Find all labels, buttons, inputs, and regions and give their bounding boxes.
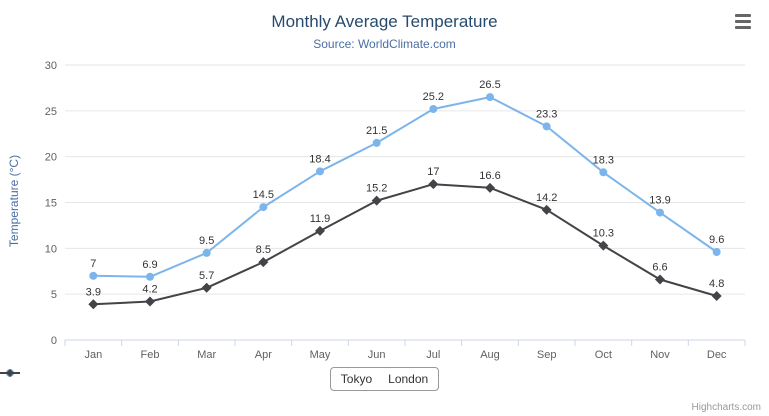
x-tick-label: Dec [707,349,727,361]
data-label: 9.5 [199,235,214,247]
data-label: 7 [90,258,96,270]
data-label: 9.6 [709,234,724,246]
data-label: 23.3 [536,108,557,120]
data-point-marker[interactable] [598,240,609,251]
x-tick-label: Mar [197,349,216,361]
x-tick-label: May [310,349,331,361]
data-label: 3.9 [86,286,101,298]
data-label: 17 [427,166,439,178]
series-line [93,96,718,278]
y-tick-label: 10 [45,243,57,255]
data-point-marker[interactable] [145,296,155,307]
data-point-marker[interactable] [485,182,495,193]
x-tick-label: Aug [480,349,500,361]
data-point-marker[interactable] [486,93,494,102]
data-point-marker[interactable] [655,274,665,285]
data-point-marker[interactable] [201,282,212,293]
data-label: 21.5 [366,125,387,137]
data-point-marker[interactable] [315,225,325,236]
y-tick-label: 25 [45,106,57,118]
x-tick-label: Jun [368,349,386,361]
hamburger-menu-icon[interactable] [731,10,757,32]
data-label: 5.7 [199,270,214,282]
series-london[interactable]: 3.9 4.2 5.7 8.5 11.9 15.2 17 16.6 14.2 10.3 6.6 4.8 [86,166,725,310]
chart-title: Monthly Average Temperature [271,12,498,31]
x-tick-label: Oct [595,349,612,361]
data-label: 4.2 [142,284,157,296]
chart-subtitle: Source: WorldClimate.com [313,37,456,51]
data-label: 18.3 [593,154,614,166]
series-tokyo[interactable]: 7 6.9 9.5 14.5 18.4 21.5 25.2 26.5 23.3 18.3 13.9 9… [89,79,724,281]
y-axis-labels: 0 5 10 15 20 25 30 [45,60,57,347]
data-point-marker[interactable] [372,138,381,147]
data-point-marker[interactable] [202,248,211,257]
diamond-marker-icon [0,369,20,377]
data-point-marker[interactable] [259,203,268,212]
series-line [93,183,717,306]
data-label: 4.8 [709,278,724,290]
legend-box: Tokyo London [0,367,440,391]
data-label: 14.2 [536,192,557,204]
data-point-marker[interactable] [258,257,269,268]
data-point-marker[interactable] [656,208,664,217]
legend-label: London [388,372,429,386]
menu-bar [735,19,751,23]
data-label: 13.9 [649,195,670,207]
data-label: 6.6 [652,262,667,274]
y-tick-label: 5 [51,289,57,301]
data-label: 6.9 [142,259,157,271]
legend-item-london[interactable]: London [0,369,429,386]
y-tick-label: 20 [45,152,57,164]
data-label: 18.4 [309,153,330,165]
data-point-marker[interactable] [712,248,721,256]
data-label: 16.6 [479,170,500,182]
data-point-marker[interactable] [542,122,551,131]
data-point-marker[interactable] [428,179,439,190]
x-axis-labels: Jan Feb Mar Apr May Jun Jul Aug Sep Oct Nov Dec [84,349,726,361]
legend-label: Tokyo [340,372,373,386]
data-label: 15.2 [366,183,387,195]
data-label: 26.5 [479,79,500,91]
x-tick-label: Jan [84,349,102,361]
y-tick-label: 0 [51,335,57,347]
data-point-marker[interactable] [146,272,154,281]
data-point-marker[interactable] [88,299,99,310]
data-point-marker[interactable] [371,195,382,206]
x-tick-label: Jul [426,349,440,361]
data-label: 14.5 [253,189,274,201]
data-point-marker[interactable] [429,105,438,113]
x-tick-label: Feb [141,349,160,361]
menu-bar [735,25,751,29]
data-label: 8.5 [256,244,271,256]
data-label: 11.9 [310,213,331,225]
x-tick-label: Sep [537,349,557,361]
data-point-marker[interactable] [541,204,552,215]
x-tick-label: Nov [650,349,670,361]
credits-link[interactable]: Highcharts.com [691,402,761,413]
x-tick-label: Apr [255,349,272,361]
data-point-marker[interactable] [599,168,608,177]
data-label: 25.2 [423,91,444,103]
data-point-marker[interactable] [89,271,98,280]
data-point-marker[interactable] [711,291,722,301]
y-tick-label: 15 [45,198,57,210]
data-point-marker[interactable] [316,167,324,176]
y-tick-label: 30 [45,60,57,72]
y-gridlines [65,64,745,341]
legend: Tokyo London [0,367,769,391]
data-label: 10.3 [593,228,614,240]
menu-bar [735,13,751,17]
x-axis [64,339,746,346]
legend-item-tokyo[interactable]: Tokyo [0,369,373,386]
